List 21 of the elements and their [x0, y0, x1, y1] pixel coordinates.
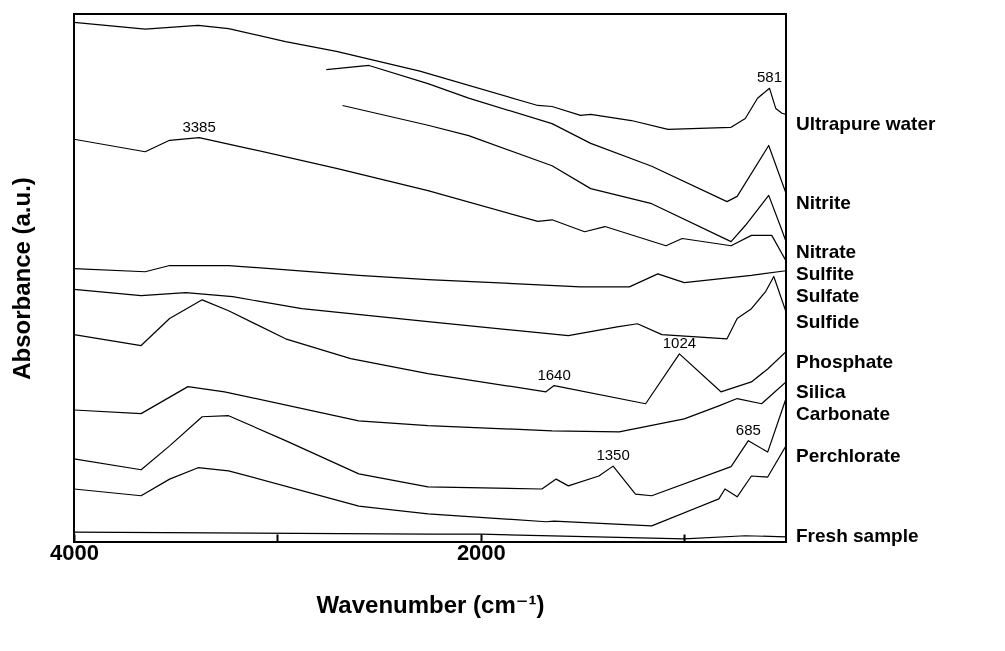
series-label: Carbonate [796, 402, 890, 424]
y-axis-title: Absorbance (a.u.) [7, 177, 35, 380]
series-label: Nitrite [796, 192, 851, 214]
series-label: Perchlorate [796, 444, 901, 466]
series-label: Silica [796, 380, 847, 402]
series-label: Nitrate [796, 240, 857, 262]
x-tick-label: 2000 [456, 539, 506, 565]
annotation: 1350 [596, 446, 630, 464]
series-label: Phosphate [796, 350, 894, 372]
annotation: 3385 [182, 117, 216, 135]
x-axis-title: Wavenumber (cm⁻¹) [316, 590, 545, 618]
series-label: Sulfide [796, 310, 860, 332]
annotation: 1024 [662, 333, 697, 351]
series-label: Sulfite [796, 262, 855, 284]
series-label: Ultrapure water [796, 113, 936, 135]
annotation: 1640 [537, 365, 571, 383]
annotation: 685 [735, 420, 761, 438]
annotation: 581 [757, 68, 783, 86]
series-label: Sulfate [796, 284, 860, 306]
x-tick-label: 4000 [50, 539, 99, 565]
series-label: Fresh sample [796, 525, 919, 546]
